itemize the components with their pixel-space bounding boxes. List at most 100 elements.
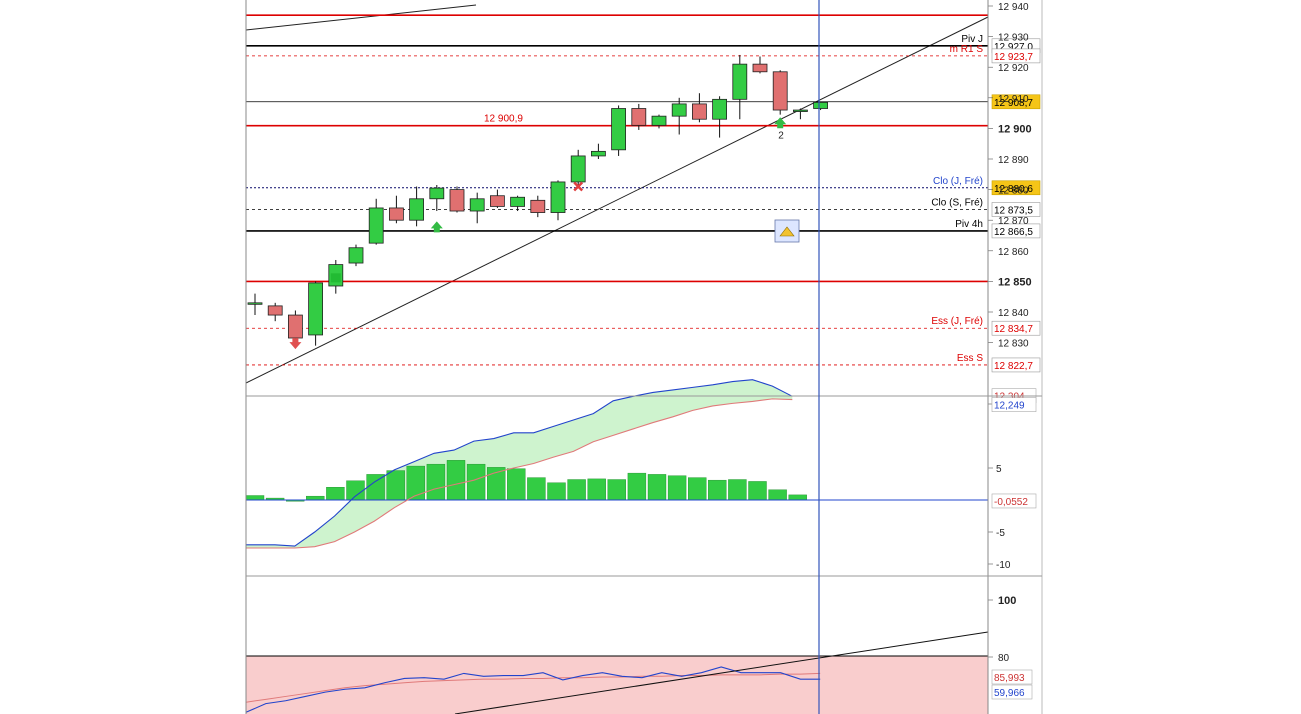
histogram-bar bbox=[547, 482, 566, 501]
histogram-bar bbox=[567, 479, 586, 501]
candle-bear bbox=[631, 108, 647, 126]
candle-bear bbox=[267, 305, 283, 316]
candle-bear bbox=[530, 199, 546, 213]
candle-bear bbox=[692, 103, 707, 120]
candle-bear bbox=[287, 314, 303, 339]
trendline-support bbox=[245, 16, 989, 384]
candle-bull bbox=[469, 198, 485, 212]
candle-bull bbox=[611, 108, 626, 151]
level-tag-box bbox=[991, 320, 1041, 336]
histogram-bar bbox=[326, 487, 345, 501]
rsi-panel: 100 80 85,993 59,966 bbox=[245, 595, 1033, 714]
price-panel: Piv J 12 927,0 m R1 S 12 923,7 12 908,7 12 90… bbox=[245, 2, 1041, 384]
y-tick-label: -10 bbox=[996, 560, 1011, 571]
histogram-bar bbox=[768, 489, 787, 501]
histogram-bar bbox=[245, 495, 265, 501]
y-tick-label: 12 870 bbox=[998, 216, 1029, 227]
value-tag-box bbox=[991, 684, 1033, 700]
level-label: Piv J bbox=[961, 34, 983, 45]
histogram-bar bbox=[728, 479, 747, 501]
histogram-bar bbox=[346, 480, 365, 501]
candle-bull bbox=[308, 282, 324, 336]
level-tag-box bbox=[991, 357, 1041, 373]
y-tick-label: 12 860 bbox=[998, 247, 1029, 258]
y-tick-label: 5 bbox=[996, 464, 1002, 475]
trendline-upper bbox=[245, 4, 477, 31]
y-tick-label: 100 bbox=[998, 595, 1016, 607]
candle-bull bbox=[570, 155, 586, 183]
overbought-zone bbox=[246, 656, 988, 714]
histogram-bar bbox=[406, 465, 425, 501]
value-tag: -0,0552 bbox=[994, 497, 1028, 508]
y-tick-label: 12 830 bbox=[998, 339, 1029, 350]
level-tag: 12 822,7 bbox=[994, 361, 1033, 372]
histogram-bar bbox=[688, 477, 707, 501]
candle-bull bbox=[550, 181, 566, 213]
candle-bull bbox=[510, 196, 526, 207]
histogram-bar bbox=[647, 474, 667, 501]
value-tag: 12,249 bbox=[994, 401, 1025, 412]
signal-square-icon bbox=[330, 273, 341, 283]
histogram-bar bbox=[587, 478, 606, 501]
level-tag: 12 923,7 bbox=[994, 52, 1033, 63]
histogram-bar bbox=[466, 463, 486, 501]
level-tag: 12 873,5 bbox=[994, 205, 1033, 216]
rsi-signal-line bbox=[245, 672, 821, 703]
candle-bull bbox=[348, 247, 364, 264]
alert-bell-icon bbox=[779, 226, 795, 237]
level-tag: 12 834,7 bbox=[994, 324, 1033, 335]
y-tick-label: 12 840 bbox=[998, 308, 1029, 319]
histogram-bar bbox=[708, 479, 727, 501]
y-tick-label: 12 890 bbox=[998, 155, 1029, 166]
sell-arrow-icon bbox=[289, 338, 302, 350]
histogram-bar bbox=[667, 475, 687, 501]
histogram-bar bbox=[366, 474, 385, 501]
exit-cross-icon bbox=[573, 181, 584, 192]
marker-note: 2 bbox=[778, 130, 784, 141]
candle-bull bbox=[247, 302, 263, 305]
y-tick-label: 12 850 bbox=[998, 276, 1032, 288]
level-label: m R1 S bbox=[950, 44, 984, 55]
y-tick-label: 12 910 bbox=[998, 94, 1029, 105]
y-tick-label: 12 920 bbox=[998, 63, 1029, 74]
candle-bull bbox=[813, 101, 828, 109]
histogram-bar bbox=[306, 495, 325, 501]
histogram-bar bbox=[426, 463, 446, 501]
value-tag-box bbox=[991, 669, 1033, 685]
candle-bear bbox=[489, 195, 505, 207]
histogram-bar bbox=[627, 472, 647, 501]
candle-bear bbox=[388, 207, 404, 221]
candle-bull bbox=[591, 150, 606, 157]
candle-bear bbox=[772, 71, 788, 111]
candle-bull bbox=[712, 98, 727, 120]
y-tick-label: 80 bbox=[998, 653, 1010, 664]
level-label: Ess S bbox=[957, 353, 983, 364]
value-tag: 12,304 bbox=[994, 392, 1025, 403]
histogram-bar bbox=[607, 479, 626, 501]
candle-bull bbox=[409, 198, 425, 221]
candle-bull bbox=[671, 103, 687, 117]
candle-bull bbox=[793, 109, 808, 112]
level-tag: 12 908,7 bbox=[994, 98, 1033, 109]
buy-arrow-icon bbox=[774, 117, 787, 129]
y-tick-label: 12 940 bbox=[998, 2, 1029, 13]
value-tag-box bbox=[991, 397, 1037, 412]
y-tick-label: -5 bbox=[996, 528, 1005, 539]
candle-bull bbox=[368, 207, 384, 244]
level-label: 12 900,9 bbox=[484, 114, 523, 125]
level-label: Ess (J, Fré) bbox=[931, 316, 983, 327]
level-tag: 12 880,6 bbox=[994, 184, 1033, 195]
histogram-bar bbox=[527, 477, 546, 501]
macd-line bbox=[246, 379, 793, 547]
level-label: Piv 4h bbox=[955, 219, 983, 230]
y-tick-label: 12 900 bbox=[998, 123, 1032, 135]
level-tag: 12 927,0 bbox=[994, 42, 1033, 53]
chart-frame bbox=[245, 0, 1043, 714]
y-tick-label: 12 930 bbox=[998, 33, 1029, 44]
rsi-line bbox=[245, 666, 821, 713]
histogram-bar bbox=[748, 481, 767, 501]
candle-bear bbox=[449, 189, 465, 212]
histogram-bar bbox=[788, 494, 807, 501]
